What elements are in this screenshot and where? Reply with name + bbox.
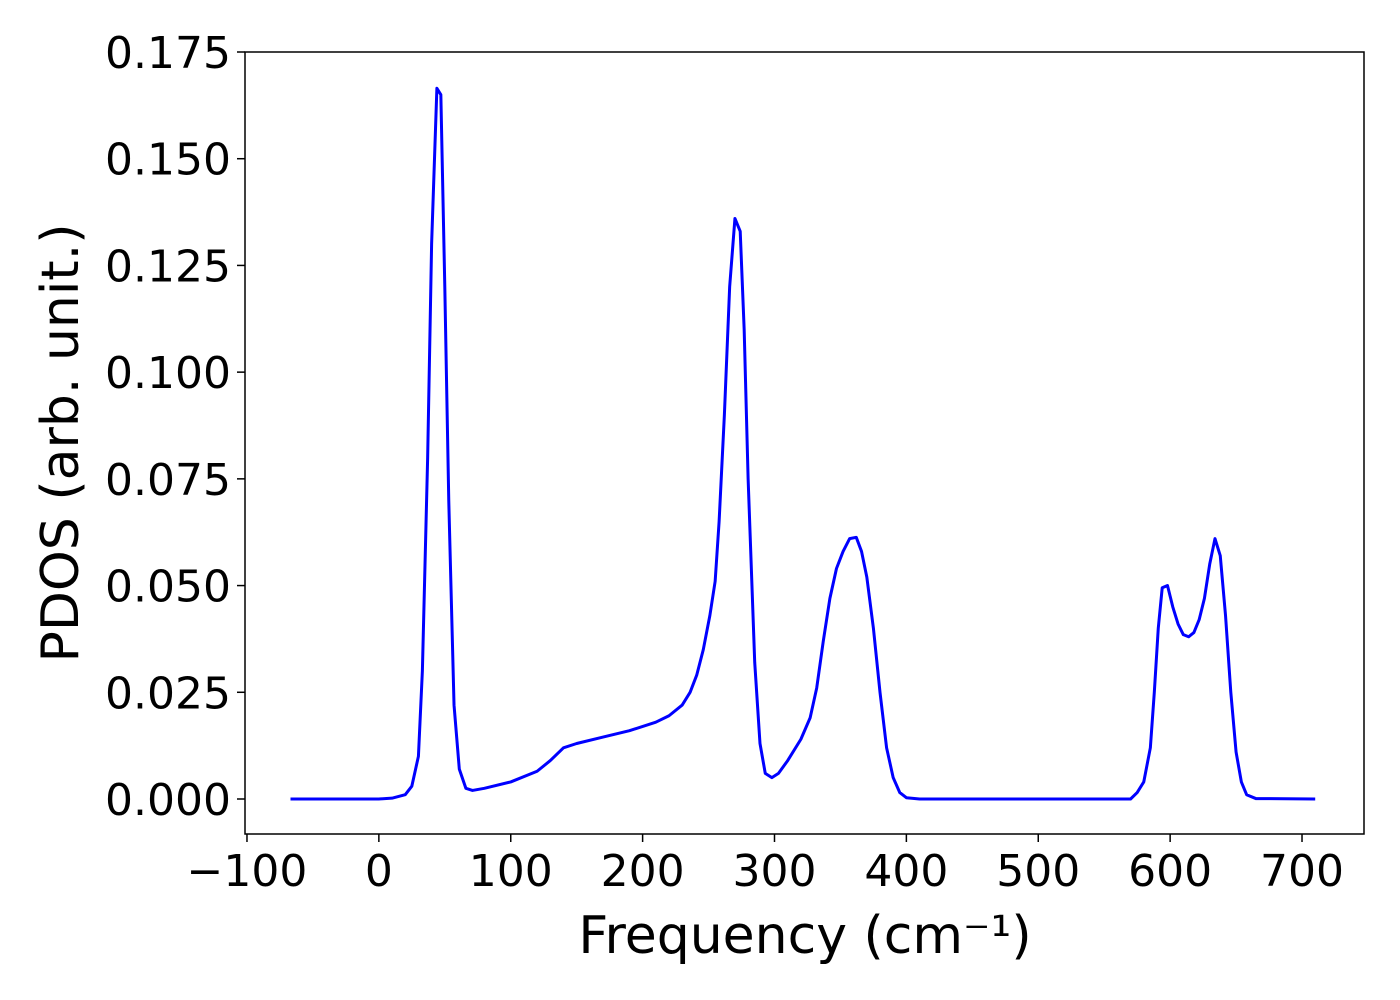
plot-frame xyxy=(244,51,1365,835)
y-tick-label: 0.150 xyxy=(105,135,231,186)
x-tick-label: 600 xyxy=(1128,846,1212,897)
y-tick-label: 0.075 xyxy=(105,455,231,506)
y-tick-label: 0.100 xyxy=(105,348,231,399)
x-tick-label: 700 xyxy=(1260,846,1344,897)
y-axis-label: PDOS (arb. unit.) xyxy=(31,223,91,662)
x-tick-label: 500 xyxy=(996,846,1080,897)
y-tick-label: 0.175 xyxy=(105,28,231,79)
x-tick-label: 0 xyxy=(365,846,393,897)
x-tick-label: 400 xyxy=(864,846,948,897)
y-tick-label: 0.050 xyxy=(105,562,231,613)
x-tick-label: 300 xyxy=(733,846,817,897)
x-tick-label: 200 xyxy=(601,846,685,897)
x-tick-label: 100 xyxy=(469,846,553,897)
x-axis-label: Frequency (cm⁻¹) xyxy=(578,906,1031,966)
line-series xyxy=(290,86,1316,801)
x-tick-label: −100 xyxy=(187,846,308,897)
y-tick-label: 0.125 xyxy=(105,241,231,292)
y-tick-label: 0.000 xyxy=(105,775,231,826)
y-tick-label: 0.025 xyxy=(105,668,231,719)
